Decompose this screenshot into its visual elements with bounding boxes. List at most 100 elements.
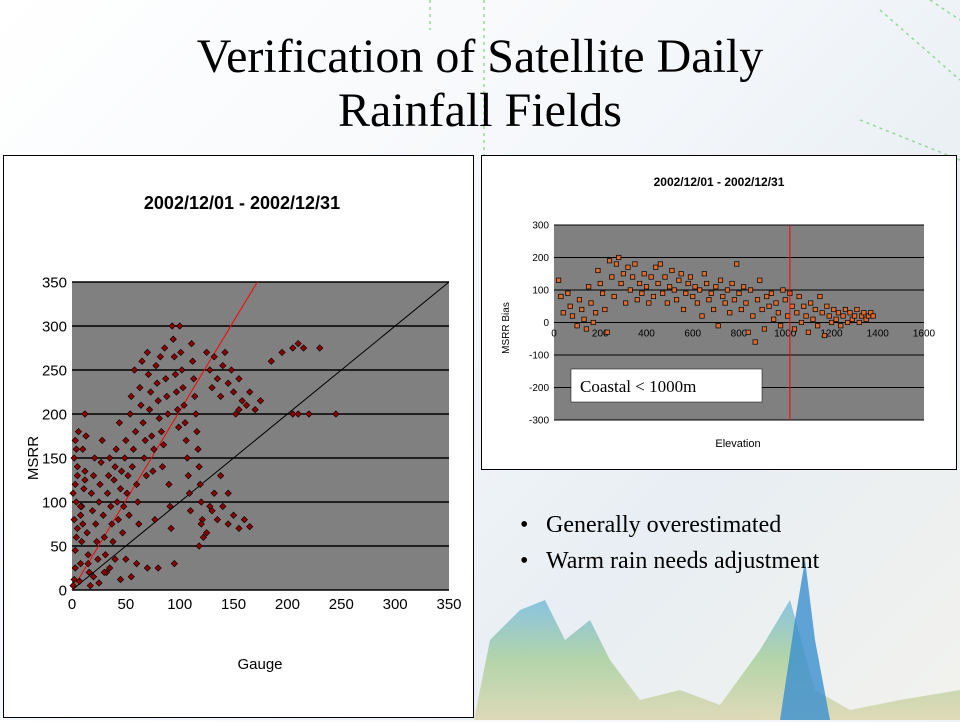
chart-title: 2002/12/01 - 2002/12/31 xyxy=(654,175,785,189)
data-point xyxy=(680,306,687,313)
data-point xyxy=(121,454,129,462)
data-point xyxy=(741,284,747,290)
data-point xyxy=(819,310,825,316)
data-point xyxy=(627,287,633,293)
data-point xyxy=(127,573,135,581)
data-point xyxy=(143,564,152,572)
data-point xyxy=(618,280,624,287)
elevation-bias-panel: 2002/12/01 - 2002/12/31 -300 -200 -100 0 100… xyxy=(481,155,957,470)
data-point xyxy=(771,316,777,322)
data-point xyxy=(754,297,761,303)
data-point xyxy=(808,300,814,306)
data-point xyxy=(128,463,136,471)
data-point xyxy=(810,316,816,322)
data-point xyxy=(193,427,201,436)
data-point xyxy=(87,489,96,497)
slide-title: Verification of Satellite Daily Rainfall… xyxy=(0,30,960,138)
data-point xyxy=(840,313,846,319)
data-point xyxy=(143,348,152,357)
data-point xyxy=(870,313,876,319)
data-point xyxy=(210,353,218,361)
data-point xyxy=(73,463,82,471)
data-point xyxy=(184,471,192,480)
coastal-annotation-text: Coastal < 1000m xyxy=(580,377,696,396)
data-point xyxy=(133,480,141,489)
bullet-dot: • xyxy=(520,548,529,574)
data-point xyxy=(76,511,85,519)
data-point xyxy=(96,480,104,489)
data-point xyxy=(76,559,85,568)
data-point xyxy=(163,392,171,401)
data-point xyxy=(299,344,308,352)
data-point xyxy=(588,300,594,306)
data-point xyxy=(76,502,85,511)
data-point xyxy=(108,520,116,528)
data-point xyxy=(625,264,631,270)
data-point xyxy=(597,280,603,287)
data-point xyxy=(213,375,222,383)
data-point xyxy=(556,277,562,283)
data-point xyxy=(175,423,183,431)
data-point xyxy=(664,300,670,306)
y-tick-label: 0 xyxy=(543,318,549,329)
y-axis-label: MSRR Bias xyxy=(501,302,512,354)
y-tick-label: 100 xyxy=(42,494,67,511)
data-point xyxy=(667,284,673,290)
data-point xyxy=(182,436,190,445)
data-point xyxy=(227,366,236,374)
data-point xyxy=(657,261,663,267)
data-point xyxy=(86,581,94,590)
data-point xyxy=(653,264,659,270)
data-point xyxy=(84,551,92,559)
data-point xyxy=(73,524,82,533)
data-point xyxy=(854,306,860,313)
x-tick-label: 350 xyxy=(436,596,461,613)
data-point xyxy=(722,300,728,306)
data-point xyxy=(256,397,265,405)
data-point xyxy=(305,410,313,418)
data-point xyxy=(85,568,93,577)
data-point xyxy=(148,432,156,440)
data-point xyxy=(794,310,800,316)
data-point xyxy=(217,392,225,401)
data-point xyxy=(240,515,248,524)
data-point xyxy=(84,559,92,568)
data-point xyxy=(217,471,225,480)
data-point xyxy=(142,471,150,480)
data-point xyxy=(206,502,214,511)
x-tick-label: 1600 xyxy=(913,329,936,340)
data-point xyxy=(815,323,821,329)
data-point xyxy=(224,520,232,528)
data-point xyxy=(643,284,650,290)
bullet-dot: • xyxy=(520,512,529,538)
data-point xyxy=(158,463,167,471)
data-point xyxy=(106,454,114,462)
data-point xyxy=(192,410,200,418)
data-point xyxy=(90,454,99,462)
data-point xyxy=(289,410,297,418)
data-point xyxy=(637,280,643,287)
data-point xyxy=(203,348,211,357)
data-point xyxy=(595,267,601,274)
data-point xyxy=(720,293,726,300)
data-point xyxy=(189,357,197,365)
data-point xyxy=(82,432,90,440)
data-point xyxy=(648,274,654,280)
y-axis-label: MSRR xyxy=(25,436,42,480)
data-point xyxy=(824,303,830,309)
data-point xyxy=(168,322,176,330)
data-point xyxy=(104,471,113,480)
data-point xyxy=(157,427,166,436)
data-point xyxy=(838,323,844,329)
data-point xyxy=(229,388,238,396)
data-point xyxy=(197,498,205,506)
data-point xyxy=(620,271,626,277)
data-point xyxy=(95,498,103,506)
data-point xyxy=(111,555,119,563)
data-point xyxy=(616,254,622,261)
data-point xyxy=(251,405,259,414)
y-tick-label: 150 xyxy=(42,450,67,467)
data-point xyxy=(235,524,243,533)
data-point xyxy=(697,287,703,293)
data-point xyxy=(71,564,79,572)
